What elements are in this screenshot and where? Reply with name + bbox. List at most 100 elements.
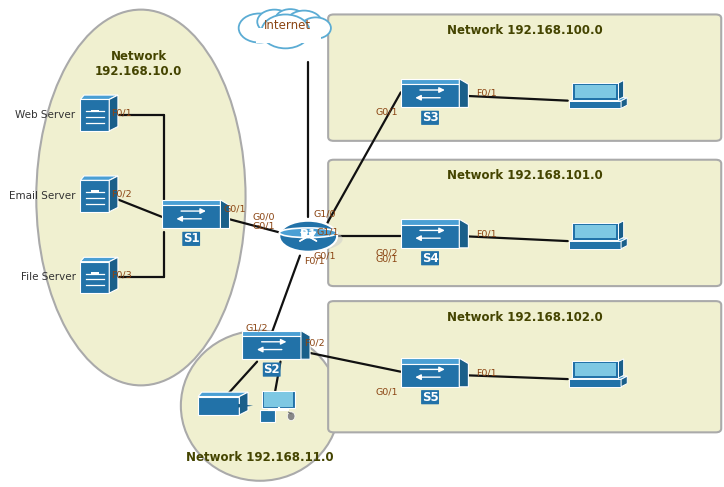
Polygon shape [570,376,627,379]
Text: Network 192.168.102.0: Network 192.168.102.0 [447,311,602,324]
Text: F0/1: F0/1 [304,257,324,266]
Polygon shape [572,83,618,99]
Text: Network
192.168.10.0: Network 192.168.10.0 [95,50,182,78]
Text: S2: S2 [264,363,280,376]
Text: R1: R1 [300,228,317,241]
Ellipse shape [279,228,337,238]
Polygon shape [162,205,220,228]
Text: Email Server: Email Server [9,191,75,201]
Polygon shape [401,84,459,108]
Text: S3: S3 [422,112,438,124]
Circle shape [257,10,292,34]
Polygon shape [570,379,621,387]
Bar [262,391,295,408]
Polygon shape [243,336,301,359]
Polygon shape [80,257,118,262]
Text: Network 192.168.11.0: Network 192.168.11.0 [186,451,334,464]
Polygon shape [401,79,459,84]
Polygon shape [198,392,248,396]
Polygon shape [618,80,623,99]
Polygon shape [621,376,627,387]
Polygon shape [401,225,459,248]
Bar [264,392,293,407]
Polygon shape [80,262,109,293]
Text: Network 192.168.101.0: Network 192.168.101.0 [447,169,602,183]
Bar [91,190,98,193]
Text: G1/1: G1/1 [316,228,339,237]
Text: Web Server: Web Server [15,110,75,120]
Bar [261,410,275,422]
Circle shape [261,15,310,48]
Bar [91,272,98,274]
Polygon shape [240,392,248,415]
Ellipse shape [287,412,295,421]
Text: S5: S5 [421,391,439,404]
Polygon shape [80,180,109,212]
Circle shape [239,14,280,42]
Text: Network 192.168.100.0: Network 192.168.100.0 [447,24,602,37]
Text: G0/1: G0/1 [376,108,398,117]
Polygon shape [220,200,230,228]
Polygon shape [198,396,240,415]
Ellipse shape [282,227,342,251]
Polygon shape [109,257,118,293]
Polygon shape [570,98,627,101]
Bar [256,28,321,42]
Polygon shape [572,361,618,378]
Polygon shape [80,176,118,180]
Text: S4: S4 [421,252,439,265]
Polygon shape [621,98,627,108]
Text: G0/0: G0/0 [253,212,275,222]
Text: Internet: Internet [264,19,311,32]
Text: G1/2: G1/2 [245,324,269,333]
Text: G0/1: G0/1 [313,251,336,260]
Ellipse shape [181,331,339,481]
Text: G1/0: G1/0 [313,210,336,219]
Polygon shape [572,224,618,240]
Text: F0/1: F0/1 [476,368,497,377]
Circle shape [261,15,310,48]
Circle shape [286,11,322,36]
Polygon shape [570,238,627,242]
Text: File Server: File Server [20,272,75,282]
Polygon shape [459,358,468,387]
Text: F0/2: F0/2 [111,189,131,198]
Text: F0/1: F0/1 [476,89,497,98]
Text: F0/3: F0/3 [111,270,131,280]
Text: S1: S1 [183,232,200,245]
Bar [91,110,98,112]
Polygon shape [459,79,468,108]
Circle shape [275,9,306,31]
Text: G0/1: G0/1 [376,387,398,396]
Text: F0/1: F0/1 [476,229,497,238]
FancyBboxPatch shape [328,15,721,141]
Polygon shape [618,359,623,378]
Circle shape [257,10,292,34]
Polygon shape [575,85,615,97]
Polygon shape [621,238,627,249]
Circle shape [300,18,331,38]
Circle shape [239,14,280,42]
Text: G0/1: G0/1 [253,221,275,230]
Circle shape [300,18,331,38]
Text: G0/2: G0/2 [376,248,398,257]
Polygon shape [570,101,621,108]
Circle shape [286,11,322,36]
Polygon shape [618,221,623,240]
Polygon shape [80,95,118,99]
Circle shape [275,9,306,31]
Text: G0/1: G0/1 [224,205,246,214]
Polygon shape [570,242,621,249]
Polygon shape [301,331,310,359]
Text: G0/1: G0/1 [376,254,398,263]
Polygon shape [80,99,109,131]
Polygon shape [162,200,220,205]
Polygon shape [109,95,118,131]
Polygon shape [243,331,301,336]
Ellipse shape [36,10,245,385]
Polygon shape [401,364,459,387]
Polygon shape [575,363,615,376]
Polygon shape [109,176,118,212]
Ellipse shape [279,221,337,252]
Text: F0/1: F0/1 [111,108,131,117]
